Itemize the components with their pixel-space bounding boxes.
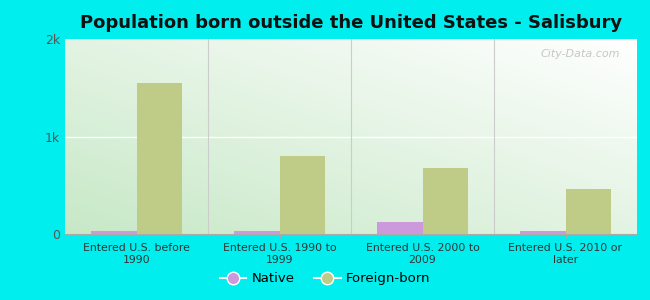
Bar: [422, 168, 468, 234]
Legend: Native, Foreign-born: Native, Foreign-born: [214, 267, 436, 290]
Text: City-Data.com: City-Data.com: [540, 49, 620, 59]
Bar: [377, 222, 423, 234]
Bar: [566, 189, 611, 234]
Bar: [280, 156, 325, 234]
Bar: [136, 83, 182, 234]
Bar: [91, 231, 136, 234]
Bar: [234, 231, 280, 234]
Bar: [520, 231, 566, 234]
Title: Population born outside the United States - Salisbury: Population born outside the United State…: [80, 14, 622, 32]
